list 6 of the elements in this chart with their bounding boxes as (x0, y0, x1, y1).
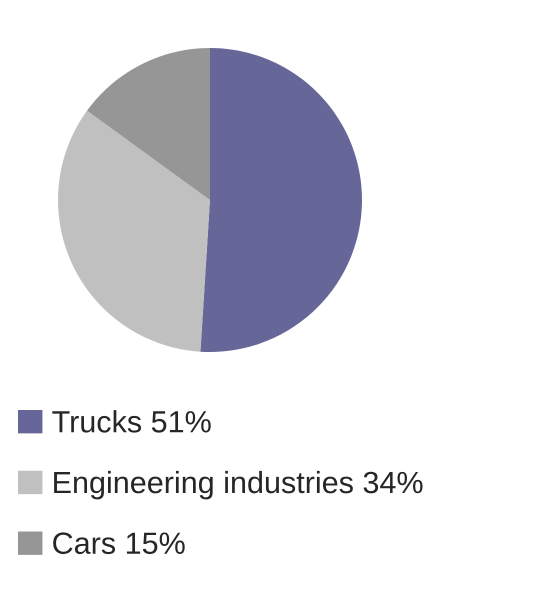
legend-label: Engineering industries 34% (54, 470, 423, 500)
legend-label: Cars 15% (53, 532, 185, 554)
pie-slice (58, 110, 210, 352)
legend-label: Trucks 51% (52, 410, 211, 433)
pie-slice (200, 48, 362, 352)
pie-slice (87, 48, 210, 200)
